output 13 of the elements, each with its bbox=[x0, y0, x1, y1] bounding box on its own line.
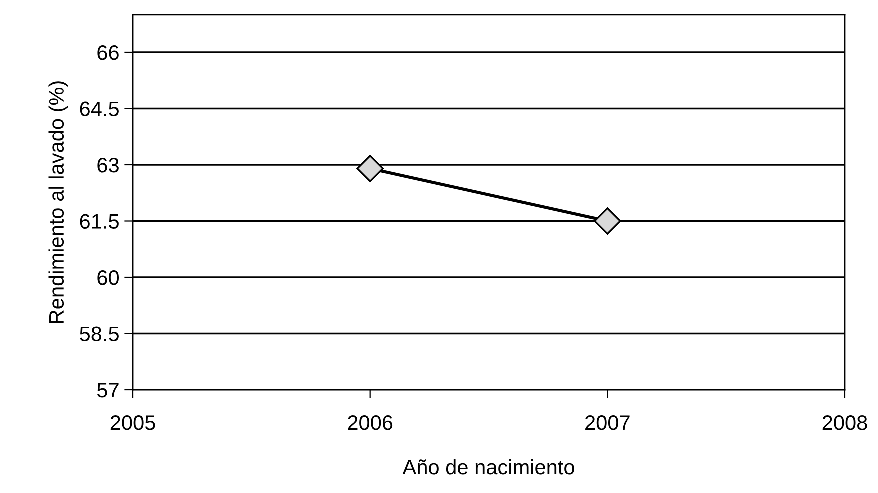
y-axis-title: Rendimiento al lavado (%) bbox=[48, 82, 68, 323]
y-tick-label: 64.5 bbox=[80, 102, 119, 116]
y-tick-label: 57 bbox=[97, 383, 119, 398]
x-tick-label: 2005 bbox=[110, 416, 156, 430]
y-tick-label: 66 bbox=[98, 45, 119, 60]
x-axis-title: Año de nacimiento bbox=[402, 459, 574, 475]
x-tick-label: 2007 bbox=[586, 416, 630, 430]
x-tick-label: 2006 bbox=[348, 416, 393, 430]
x-tick-label: 2008 bbox=[822, 416, 868, 430]
y-tick-label: 60 bbox=[98, 270, 120, 286]
y-tick-label: 58.5 bbox=[80, 326, 119, 342]
y-tick-label: 61.5 bbox=[80, 214, 119, 230]
y-tick-label: 63 bbox=[98, 158, 119, 173]
